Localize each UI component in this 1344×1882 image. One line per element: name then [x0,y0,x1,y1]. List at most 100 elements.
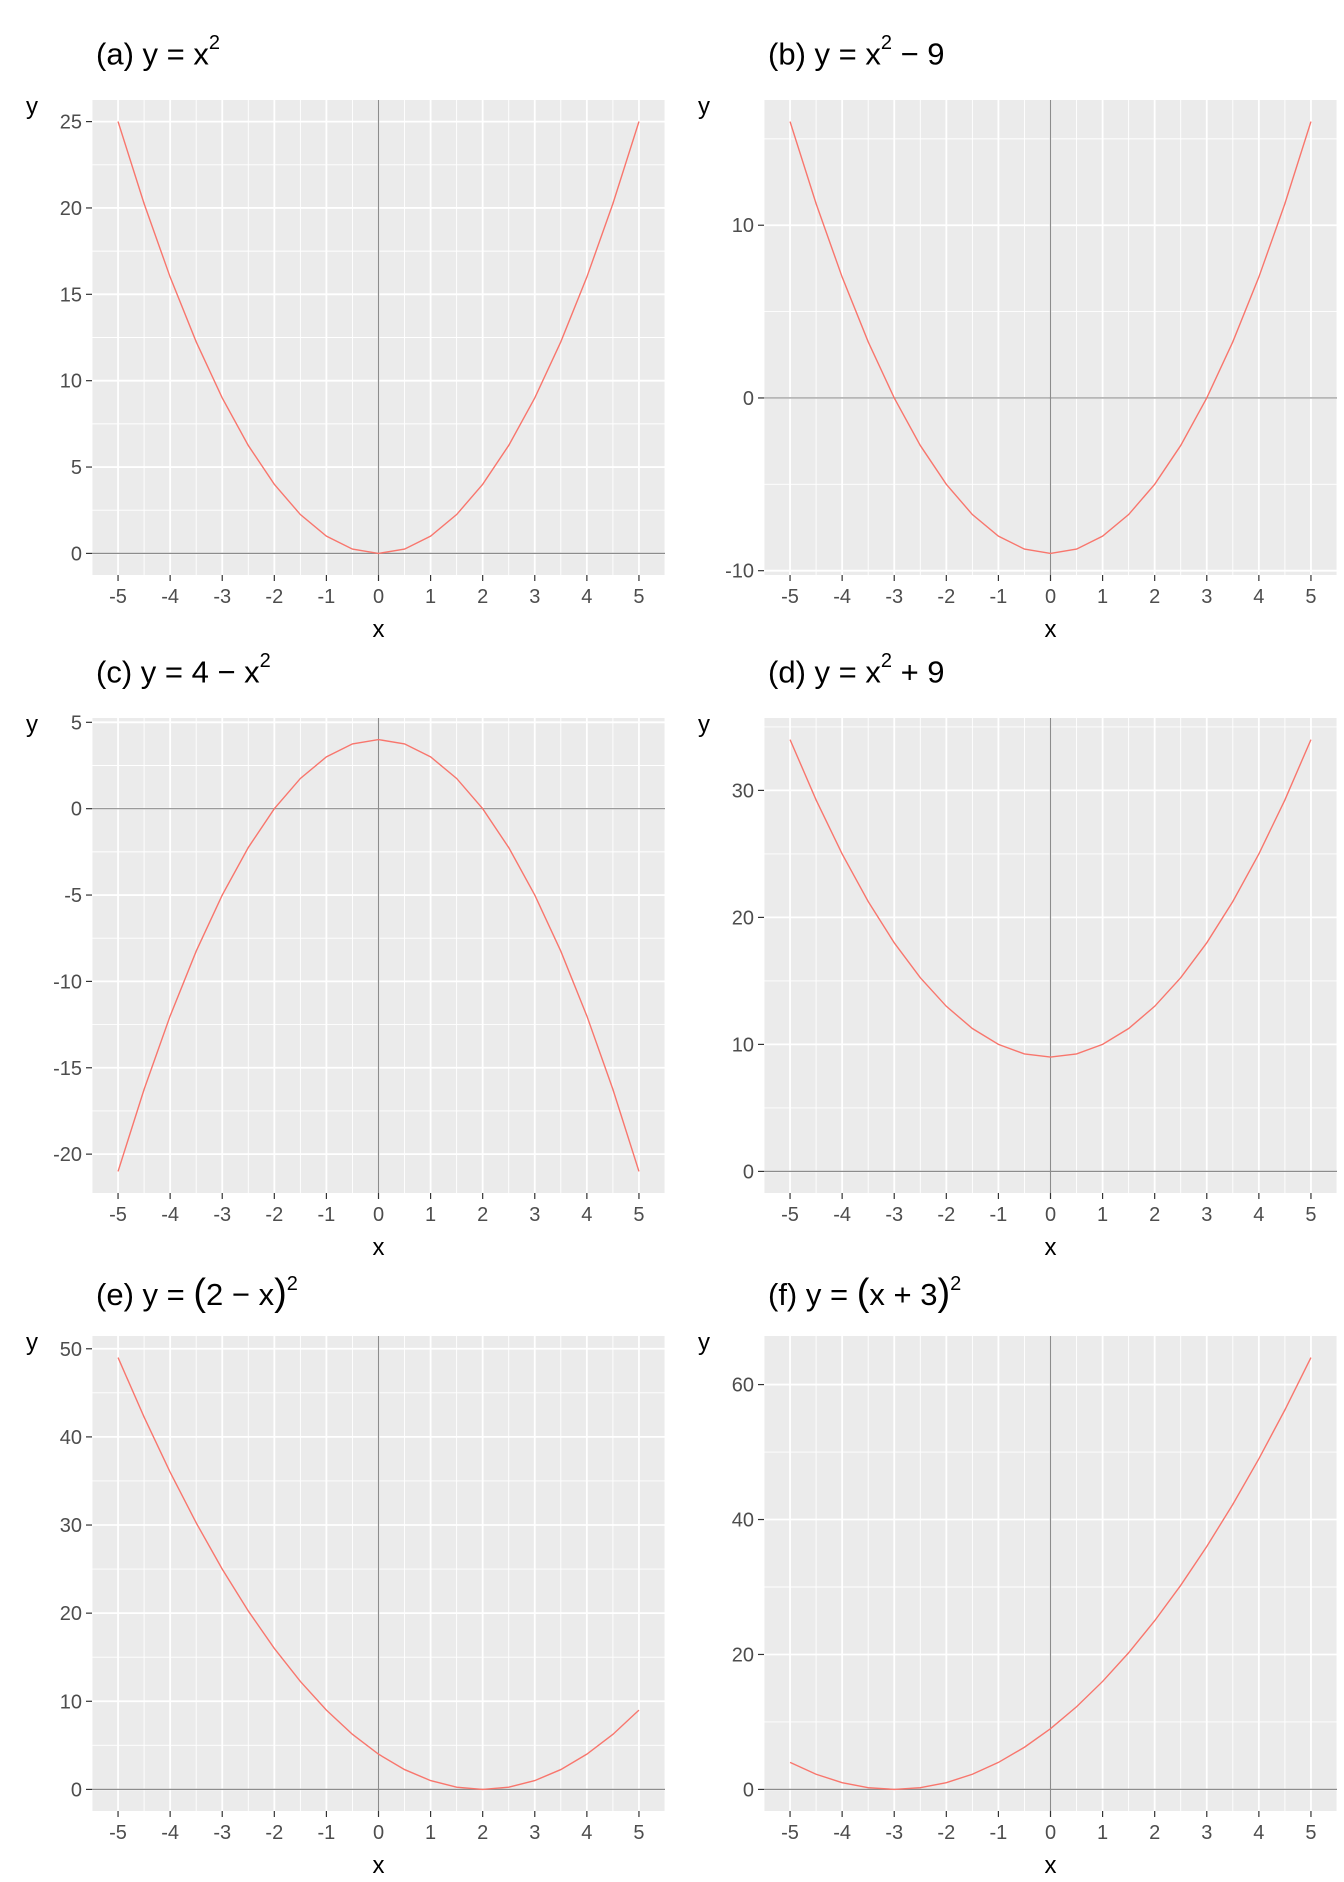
title-open-paren: ( [856,1272,870,1314]
x-tick-label: 2 [477,586,488,608]
title-exponent: 2 [208,32,220,54]
x-tick-label: -2 [937,586,955,608]
y-tick-label: -20 [53,1144,82,1166]
y-tick-label: -10 [53,971,82,993]
x-tick-label: 5 [633,1204,644,1226]
chart-svg-d: -5 -4 -3 -2 -1 0 1 2 3 4 5 0 10 20 30 x y [698,711,1338,1261]
x-tick-label: -1 [318,586,336,608]
title-exponent: 2 [880,32,892,54]
title-exponent: 2 [950,1272,962,1295]
chart-panel-c: (c) y = 4 − x2 -5 -4 -3 -2 -1 0 1 2 3 4 5 -20 -15 -10-… [0,646,672,1264]
x-tick-label: -4 [833,586,851,608]
y-tick-label: 0 [71,1779,82,1801]
title-close-paren: ) [274,1272,287,1314]
y-tick-label: 40 [732,1510,754,1532]
x-tick-label: 3 [529,1822,540,1844]
x-tick-label: -5 [109,1204,127,1226]
chart-panel-f: (f) y = (x + 3)2 -5 -4 -3 -2 -1 0 1 2 3 4 5 0 20 40 60 x… [672,1264,1344,1882]
y-axis-label: y [26,1329,38,1356]
title-exponent: 2 [286,1272,298,1295]
chart-panel-d: (d) y = x2 + 9 -5 -4 -3 -2 -1 0 1 2 3 4 5 0 10 20 30 x y [672,646,1344,1264]
x-tick-label: 4 [1253,1204,1264,1226]
title-base: x [193,36,209,72]
y-tick-label: 40 [60,1427,82,1449]
y-axis-label: y [698,1329,710,1356]
x-tick-label: 3 [529,586,540,608]
chart-svg-a: -5 -4 -3 -2 -1 0 1 2 3 4 5 0 5 10 15 20 25 x y [26,93,666,643]
title-tail: − 9 [891,36,945,72]
y-axis-label: y [26,93,38,120]
x-tick-label: 0 [1045,586,1056,608]
x-tick-label: -5 [781,586,799,608]
x-tick-label: 5 [1305,586,1316,608]
title-tail: + 9 [891,654,945,690]
title-open-paren: ( [193,1272,206,1314]
x-tick-label: 4 [581,1204,592,1226]
x-tick-label: 0 [373,1822,384,1844]
x-tick-label: 5 [1305,1204,1316,1226]
x-tick-label: 2 [1149,1822,1160,1844]
x-tick-label: -3 [885,1204,903,1226]
x-tick-label: -4 [161,1204,179,1226]
x-tick-label: -2 [937,1822,955,1844]
y-tick-label: 5 [71,457,82,479]
panel-title-prefix: (a) y = [96,36,194,72]
panel-title: (d) y = x2 + 9 [768,650,945,690]
x-tick-label: -2 [265,586,283,608]
chart-panel-b: (b) y = x2 − 9 -5 -4 -3 -2 -1 0 1 2 3 4 5 -10 0 10 x y [672,28,1344,646]
panel-title-prefix: (f) y = [768,1277,857,1312]
x-tick-label: -1 [318,1822,336,1844]
y-tick-label: 30 [60,1515,82,1537]
x-tick-label: 5 [633,1822,644,1844]
y-tick-label: 10 [60,1691,82,1713]
x-tick-label: 3 [1201,1204,1212,1226]
chart-panel-a: (a) y = x2 -5 -4 -3 -2 -1 0 1 2 3 4 5 0 5 10 15 20 25 x y [0,28,672,646]
panel-title: (f) y = (x + 3)2 [768,1272,961,1315]
y-tick-label: 10 [732,1034,754,1056]
y-tick-label: 5 [71,712,82,734]
x-tick-label: 4 [1253,1822,1264,1844]
x-tick-label: 2 [477,1204,488,1226]
panel-title: (e) y = (2 − x)2 [96,1272,298,1315]
x-tick-label: -1 [990,1822,1008,1844]
x-tick-label: 2 [1149,586,1160,608]
y-tick-label: 20 [732,907,754,929]
title-base: x [865,654,881,690]
x-tick-label: 4 [581,586,592,608]
series-line [789,1357,1312,1791]
y-tick-label: 10 [732,215,754,237]
y-tick-label: 0 [743,1779,754,1801]
x-axis-label: x [1045,1852,1057,1879]
x-axis-label: x [373,1234,385,1261]
x-tick-label: 1 [1097,586,1108,608]
x-tick-label: -4 [833,1822,851,1844]
title-inner: x + 3 [869,1277,938,1312]
x-tick-label: 4 [581,1822,592,1844]
y-tick-label: 20 [60,198,82,220]
y-tick-label: -5 [64,885,82,907]
panel-title: (c) y = 4 − x2 [96,650,271,690]
y-tick-label: 15 [60,284,82,306]
y-tick-label: 30 [732,780,754,802]
x-tick-label: 0 [373,1204,384,1226]
y-axis-label: y [698,711,710,738]
x-tick-label: -3 [213,586,231,608]
series-line [789,739,1312,1058]
title-base: x [865,36,881,72]
y-tick-label: 60 [732,1375,754,1397]
x-tick-label: 1 [425,1822,436,1844]
y-axis-label: y [26,711,38,738]
panel-title: (b) y = x2 − 9 [768,32,945,72]
x-tick-label: 3 [1201,1822,1212,1844]
x-tick-label: -2 [265,1204,283,1226]
x-tick-label: -4 [833,1204,851,1226]
x-tick-label: 1 [425,586,436,608]
y-tick-label: 10 [60,371,82,393]
x-tick-label: -5 [781,1204,799,1226]
panel-title-prefix: (c) y = [96,654,192,690]
title-exponent: 2 [259,650,271,672]
series-line [117,1357,640,1791]
x-tick-label: -4 [161,586,179,608]
x-tick-label: 5 [633,586,644,608]
